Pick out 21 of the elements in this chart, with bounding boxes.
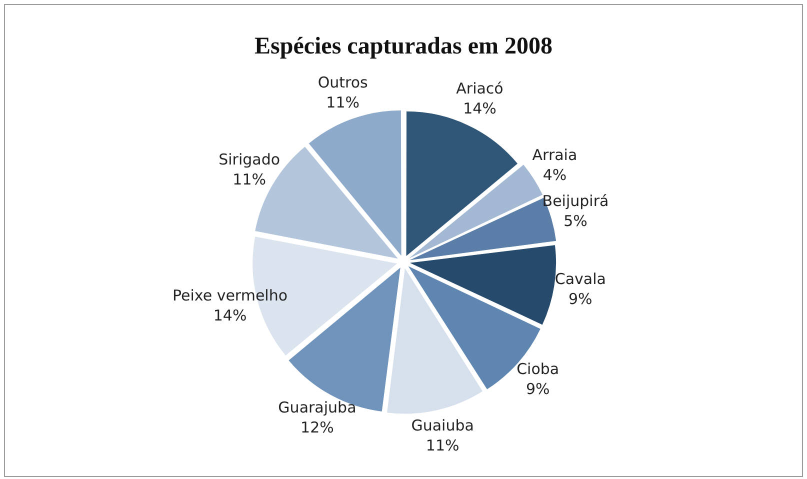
slice-label: Peixe vermelho xyxy=(172,286,288,304)
data-label: 4% xyxy=(542,166,567,184)
chart-title: Espécies capturadas em 2008 xyxy=(254,34,552,60)
slice-label: Outros xyxy=(318,73,368,92)
slice-label: Beijupirá xyxy=(542,192,609,210)
slice-label: Arraia xyxy=(532,146,578,164)
slice-label: Guaiuba xyxy=(411,416,474,435)
slice-label: Ariacó xyxy=(456,80,504,98)
slice-label: Sirigado xyxy=(218,150,280,169)
data-label: 9% xyxy=(568,290,592,308)
data-label: 11% xyxy=(326,93,360,112)
data-label: 14% xyxy=(463,100,496,118)
slice-label: Cavala xyxy=(554,270,606,288)
slice-label: Cioba xyxy=(516,360,560,378)
data-label: 9% xyxy=(526,380,550,398)
data-label: 12% xyxy=(300,418,334,437)
slice-label: Guarajuba xyxy=(278,398,356,417)
data-label: 14% xyxy=(213,306,247,324)
data-label: 11% xyxy=(426,436,460,455)
data-label: 11% xyxy=(232,170,266,189)
data-label: 5% xyxy=(564,212,588,230)
